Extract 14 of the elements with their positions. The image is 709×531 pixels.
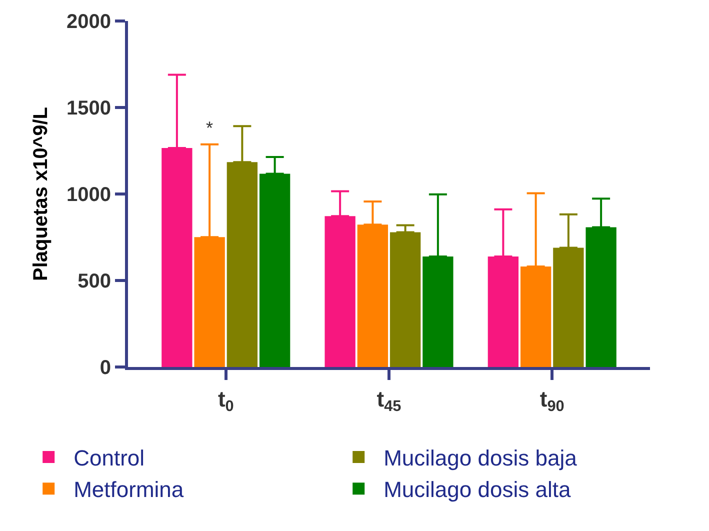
- y-tick-label: 1500: [66, 98, 111, 120]
- x-tick-label: t$_{0}$: [218, 386, 234, 416]
- y-tick-label: 1000: [66, 184, 111, 206]
- y-tick-label: 0: [100, 357, 111, 379]
- legend-label: Metformina: [74, 477, 184, 502]
- legend-label: Mucilago dosis alta: [384, 477, 572, 502]
- x-tick-label: t$_{45}$: [376, 386, 402, 416]
- y-tick-label: 2000: [66, 11, 111, 33]
- x-tick-label: t$_{90}$: [540, 386, 564, 416]
- legend-label: Mucilago dosis baja: [384, 446, 578, 471]
- y-axis-title: Plaquetas x10^9/L: [30, 107, 52, 281]
- annotation: *: [206, 118, 214, 138]
- y-tick-label: 500: [78, 270, 111, 292]
- legend-label: Control: [74, 446, 145, 471]
